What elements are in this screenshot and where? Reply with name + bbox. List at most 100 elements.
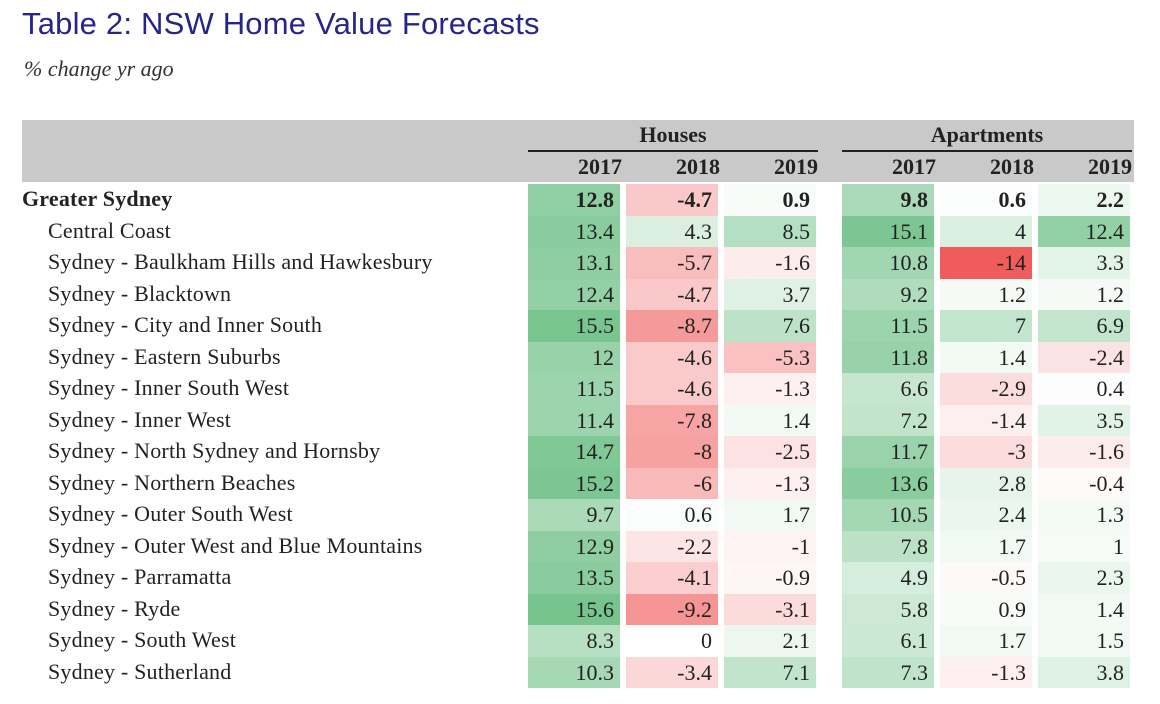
table-cell: -2.4 — [1038, 341, 1130, 373]
table-cell: 0.6 — [940, 184, 1032, 216]
table-cell: 0 — [626, 625, 718, 657]
group-label-apartments: Apartments — [930, 122, 1044, 147]
table-cell: 7.2 — [842, 404, 934, 436]
table-cell: 1.7 — [940, 625, 1032, 657]
table-cell: 11.5 — [528, 373, 620, 405]
table-cell: 12.4 — [1038, 215, 1130, 247]
table-cell: 0.9 — [940, 593, 1032, 625]
table-cell: 6.6 — [842, 373, 934, 405]
table-cell: -4.7 — [626, 278, 718, 310]
table-row: Sydney - Baulkham Hills and Hawkesbury 13… — [0, 247, 1160, 279]
table-row: Sydney - Inner South West 11.5 -4.6 -1.3 6.6… — [0, 373, 1160, 405]
table-cell: -0.5 — [940, 562, 1032, 594]
table-row: Sydney - Ryde 15.6 -9.2 -3.1 5.8 0.9 1.4 — [0, 593, 1160, 625]
table-cell: 1 — [1038, 530, 1130, 562]
table-cell: 13.4 — [528, 215, 620, 247]
table-cell: 1.2 — [940, 278, 1032, 310]
table-cell: 3.8 — [1038, 656, 1130, 688]
table-row: Sydney - Blacktown 12.4 -4.7 3.7 9.2 1.2 1.2 — [0, 278, 1160, 310]
table-cell: 6.9 — [1038, 310, 1130, 342]
table-cell: -1.3 — [724, 467, 816, 499]
table-cell: 8.3 — [528, 625, 620, 657]
year-header-houses-2019: 2019 — [774, 154, 818, 179]
table-cell: 6.1 — [842, 625, 934, 657]
table-row: Sydney - Parramatta 13.5 -4.1 -0.9 4.9 -0.5 2.… — [0, 562, 1160, 594]
table-cell: -5.7 — [626, 247, 718, 279]
year-header-houses-2018: 2018 — [676, 154, 720, 179]
table-cell: 1.2 — [1038, 278, 1130, 310]
table-cell: -14 — [940, 247, 1032, 279]
table-cell: -4.1 — [626, 562, 718, 594]
row-label: Sydney - Parramatta — [48, 564, 232, 589]
year-header-apartments-2017: 2017 — [892, 154, 936, 179]
table-row: Sydney - City and Inner South 15.5 -8.7 7.6… — [0, 310, 1160, 342]
table-cell: 4.9 — [842, 562, 934, 594]
table-cell: -6 — [626, 467, 718, 499]
table-cell: 4.3 — [626, 215, 718, 247]
table-cell: 2.2 — [1038, 184, 1130, 216]
table-row: Sydney - Northern Beaches 15.2 -6 -1.3 13.6 2… — [0, 467, 1160, 499]
row-label: Sydney - South West — [48, 627, 237, 652]
table-cell: -2.2 — [626, 530, 718, 562]
row-label: Sydney - Outer South West — [48, 501, 293, 526]
table-cell: 10.3 — [528, 656, 620, 688]
table-cell: -1.3 — [724, 373, 816, 405]
table-cell: 15.6 — [528, 593, 620, 625]
table-cell: 0.4 — [1038, 373, 1130, 405]
table-cell: 2.3 — [1038, 562, 1130, 594]
table-cell: 12.8 — [528, 184, 620, 216]
table-cell: 11.5 — [842, 310, 934, 342]
table-row: Sydney - South West 8.3 0 2.1 6.1 1.7 1.5 — [0, 625, 1160, 657]
table-row: Greater Sydney 12.8 -4.7 0.9 9.8 0.6 2.2 — [0, 184, 1160, 216]
table-cell: 9.7 — [528, 499, 620, 531]
table-cell: -8 — [626, 436, 718, 468]
table-cell: -3.1 — [724, 593, 816, 625]
row-label: Sydney - Ryde — [48, 595, 181, 621]
table-cell: 2.8 — [940, 467, 1032, 499]
year-header-houses-2017: 2017 — [578, 154, 622, 179]
table-cell: 1.4 — [940, 341, 1032, 373]
table-cell: 12 — [528, 341, 620, 373]
table-cell: -1 — [724, 530, 816, 562]
table-cell: -0.9 — [724, 562, 816, 594]
table-cell: 2.1 — [724, 625, 816, 657]
table-cell: 1.3 — [1038, 499, 1130, 531]
table-cell: 12.4 — [528, 278, 620, 310]
table-cell: 3.7 — [724, 278, 816, 310]
row-label: Sydney - Blacktown — [48, 280, 232, 306]
group-rule-houses — [528, 150, 818, 152]
table-cell: 0.9 — [724, 184, 816, 216]
table-cell: -0.4 — [1038, 467, 1130, 499]
row-label: Sydney - Outer West and Blue Mountains — [48, 532, 423, 558]
table-cell: -4.7 — [626, 184, 718, 216]
table-cell: 1.4 — [724, 404, 816, 436]
table-row: Sydney - Outer South West 9.7 0.6 1.7 10.5 2.… — [0, 499, 1160, 531]
page-subtitle: % change yr ago — [24, 56, 174, 81]
table-cell: -4.6 — [626, 341, 718, 373]
table-cell: -2.5 — [724, 436, 816, 468]
table-cell: 9.2 — [842, 278, 934, 310]
table-row: Sydney - Sutherland 10.3 -3.4 7.1 7.3 -1.3 3.8 — [0, 656, 1160, 688]
table-cell: 11.7 — [842, 436, 934, 468]
table-cell: 1.7 — [724, 499, 816, 531]
table-cell: 11.4 — [528, 404, 620, 436]
table-cell: 1.4 — [1038, 593, 1130, 625]
year-header-apartments-2018: 2018 — [990, 154, 1034, 179]
table-cell: 3.3 — [1038, 247, 1130, 279]
table-cell: 7.1 — [724, 656, 816, 688]
group-label-houses: Houses — [639, 122, 707, 147]
table-row: Sydney - Eastern Suburbs 12 -4.6 -5.3 11.8 1.… — [0, 341, 1160, 373]
table-cell: -9.2 — [626, 593, 718, 625]
row-label: Central Coast — [48, 217, 171, 243]
row-label: Sydney - Northern Beaches — [48, 469, 296, 495]
row-label: Sydney - Sutherland — [48, 658, 232, 684]
table-cell: -1.4 — [940, 404, 1032, 436]
table-cell: -1.6 — [1038, 436, 1130, 468]
table-cell: -2.9 — [940, 373, 1032, 405]
page-title: Table 2: NSW Home Value Forecasts — [22, 6, 540, 41]
table-cell: 15.5 — [528, 310, 620, 342]
table-row: Sydney - Outer West and Blue Mountains 12… — [0, 530, 1160, 562]
row-label: Sydney - Inner South West — [48, 375, 290, 400]
table-cell: 1.5 — [1038, 625, 1130, 657]
table-row: Sydney - North Sydney and Hornsby 14.7 -8-… — [0, 436, 1160, 468]
